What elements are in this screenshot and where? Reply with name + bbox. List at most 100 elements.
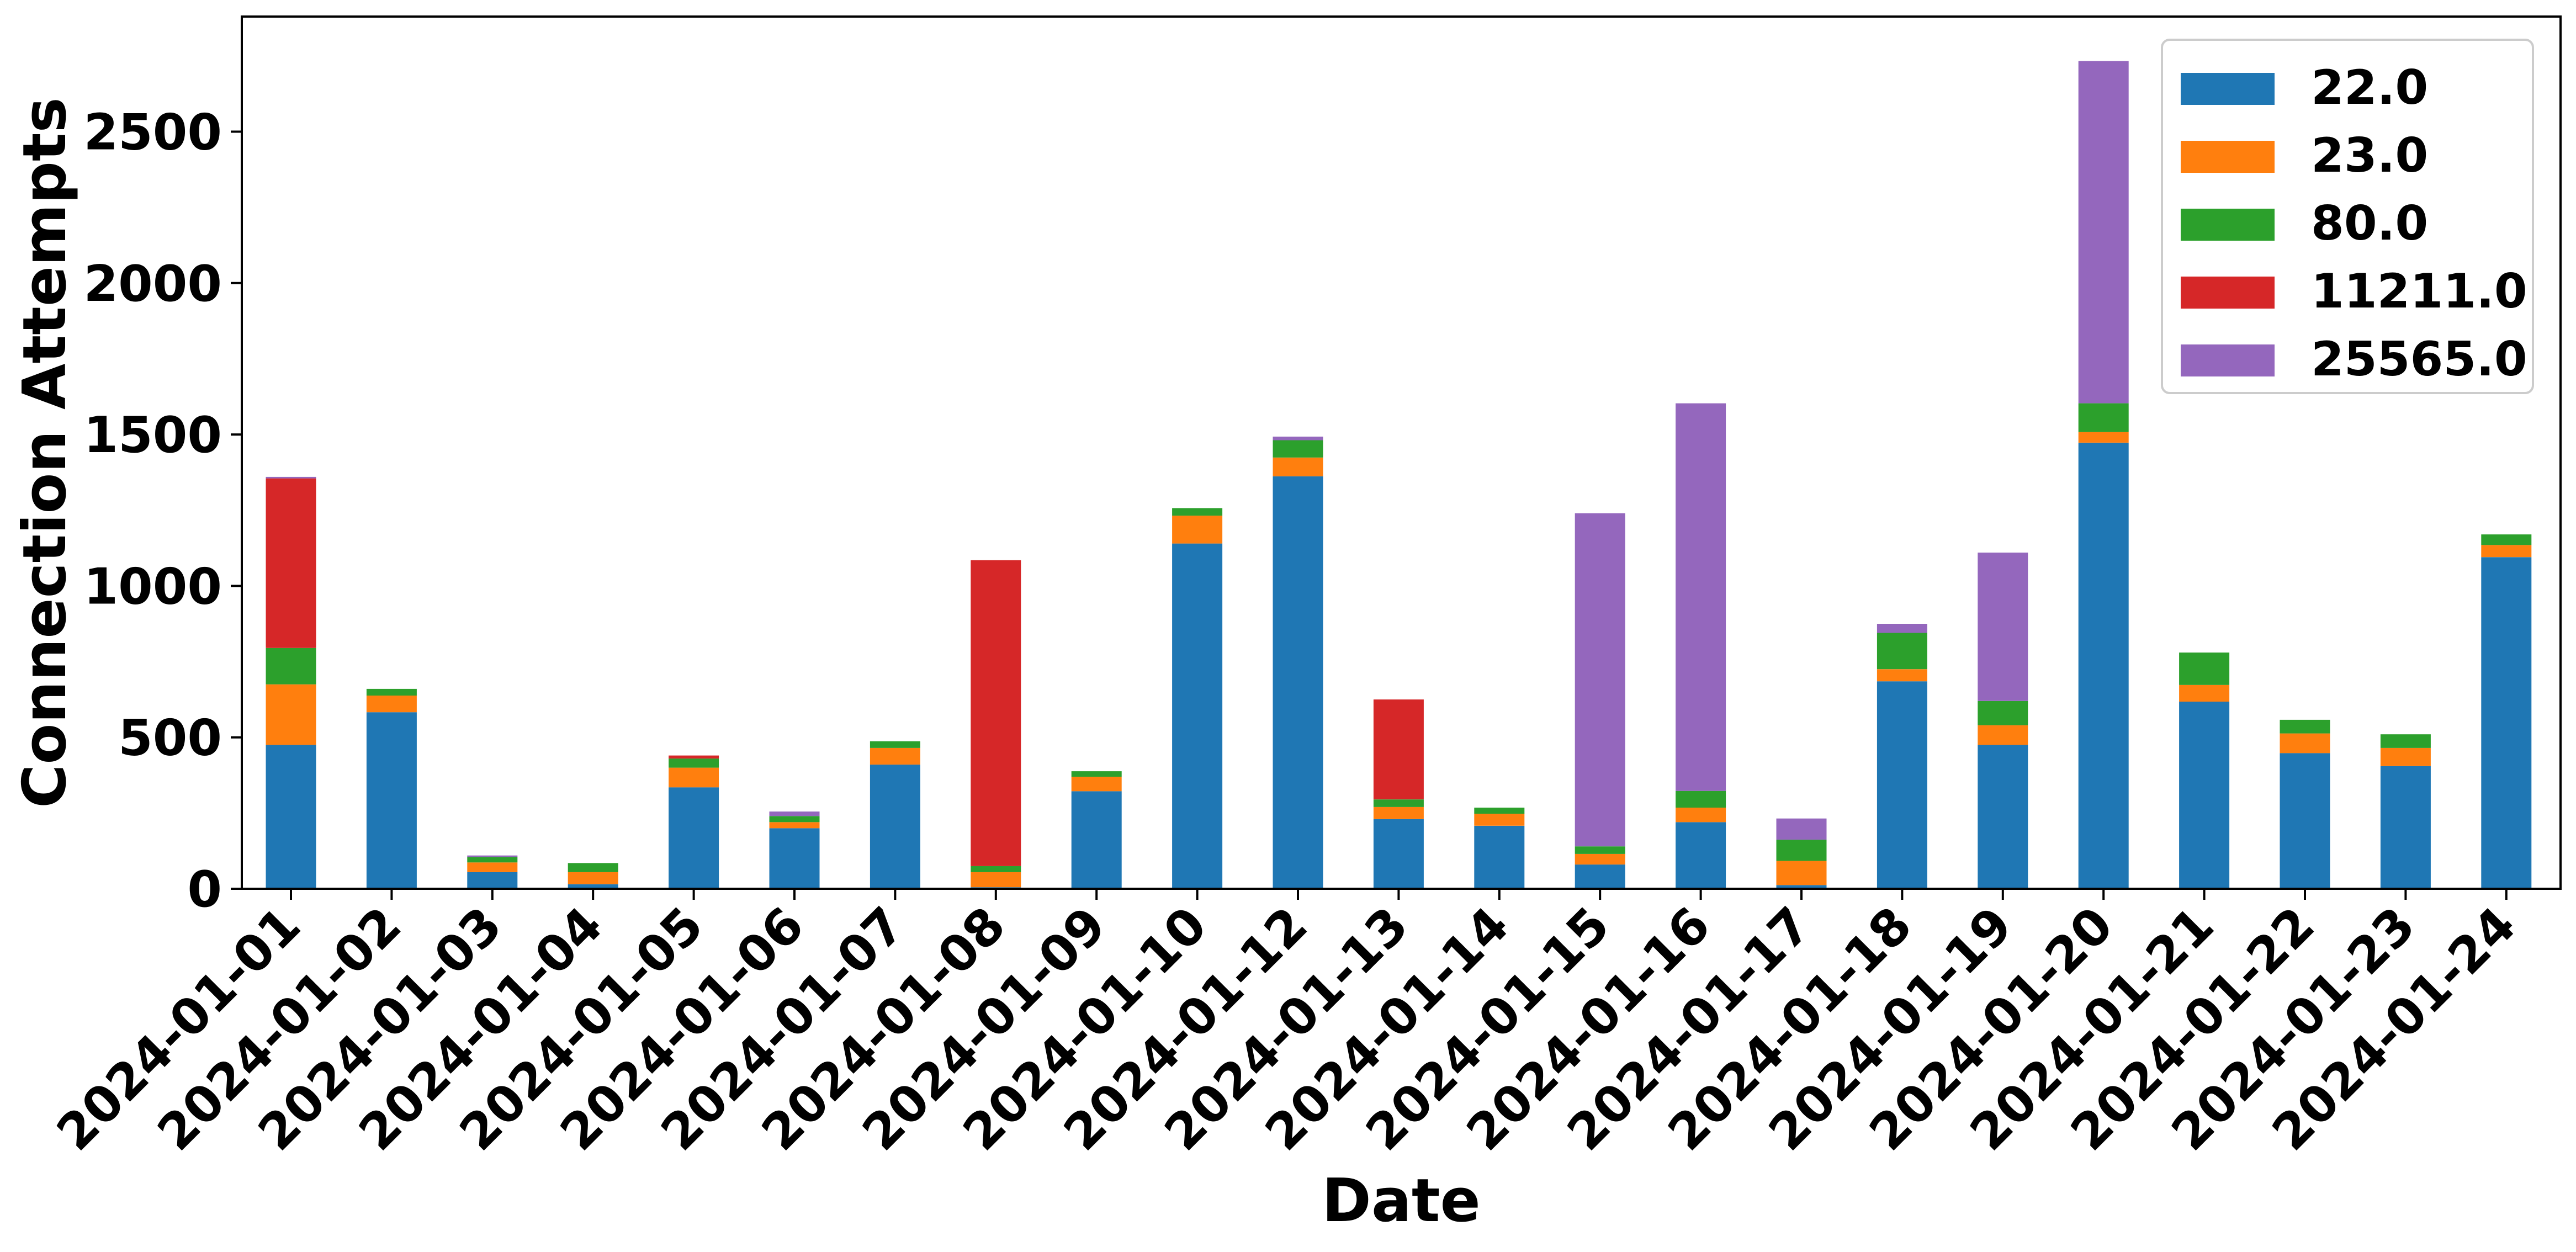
bar-segment-2024-01-03-series-4 [467, 855, 518, 857]
plot-frame [241, 15, 2562, 890]
bar-segment-2024-01-19-series-4 [1978, 553, 2028, 701]
legend-label: 80.0 [2311, 196, 2428, 251]
bar-segment-2024-01-02-series-0 [366, 712, 417, 889]
bar-segment-2024-01-15-series-1 [1575, 853, 1625, 865]
bar-segment-2024-01-16-series-0 [1676, 822, 1726, 889]
bar-segment-2024-01-21-series-1 [2179, 685, 2230, 702]
bar-segment-2024-01-07-series-0 [870, 765, 920, 889]
bar-segment-2024-01-08-series-2 [971, 866, 1021, 872]
bar-segment-2024-01-07-series-1 [870, 747, 920, 765]
bar-segment-2024-01-01-series-3 [266, 478, 316, 648]
legend: 22.0 23.0 80.0 11211.0 25565.0 [2161, 39, 2534, 394]
bar-segment-2024-01-05-series-1 [669, 767, 719, 788]
y-tick-label: 1000 [84, 558, 222, 616]
bar-segment-2024-01-19-series-1 [1978, 725, 2028, 745]
bar-segment-2024-01-09-series-2 [1071, 771, 1122, 777]
bars-layer [266, 61, 2532, 889]
legend-swatch [2181, 277, 2275, 309]
bar-segment-2024-01-15-series-4 [1575, 513, 1625, 847]
bar-segment-2024-01-07-series-2 [870, 741, 920, 748]
bar-segment-2024-01-12-series-0 [1273, 476, 1323, 889]
bar-segment-2024-01-24-series-2 [2481, 534, 2532, 545]
bar-segment-2024-01-05-series-0 [669, 787, 719, 889]
legend-label: 11211.0 [2311, 264, 2527, 319]
legend-label: 23.0 [2311, 128, 2428, 183]
bar-segment-2024-01-13-series-2 [1373, 799, 1424, 807]
legend-swatch [2181, 73, 2275, 105]
legend-swatch [2181, 209, 2275, 241]
bar-segment-2024-01-19-series-0 [1978, 745, 2028, 889]
bar-segment-2024-01-06-series-2 [769, 816, 820, 823]
bar-segment-2024-01-02-series-2 [366, 688, 417, 696]
bar-segment-2024-01-19-series-2 [1978, 701, 2028, 725]
bar-segment-2024-01-09-series-1 [1071, 777, 1122, 792]
bar-segment-2024-01-15-series-2 [1575, 846, 1625, 854]
bar-segment-2024-01-20-series-0 [2078, 442, 2129, 889]
bar-segment-2024-01-10-series-1 [1172, 516, 1223, 544]
bar-segment-2024-01-15-series-0 [1575, 864, 1625, 889]
bar-segment-2024-01-20-series-4 [2078, 61, 2129, 404]
bar-segment-2024-01-18-series-1 [1877, 669, 1927, 682]
bar-segment-2024-01-10-series-2 [1172, 508, 1223, 516]
bar-segment-2024-01-01-series-1 [266, 684, 316, 745]
bar-segment-2024-01-13-series-3 [1373, 699, 1424, 800]
bar-segment-2024-01-03-series-0 [467, 872, 518, 889]
bar-segment-2024-01-21-series-2 [2179, 652, 2230, 685]
bar-segment-2024-01-17-series-4 [1776, 818, 1827, 840]
bar-segment-2024-01-20-series-1 [2078, 432, 2129, 443]
bar-segment-2024-01-12-series-1 [1273, 457, 1323, 476]
y-tick-label: 2500 [84, 103, 222, 161]
x-axis-title: Date [1322, 1166, 1480, 1235]
bar-segment-2024-01-16-series-1 [1676, 808, 1726, 823]
bar-segment-2024-01-14-series-1 [1474, 813, 1525, 826]
bar-segment-2024-01-02-series-1 [366, 696, 417, 713]
bar-segment-2024-01-21-series-0 [2179, 702, 2230, 889]
bar-segment-2024-01-01-series-2 [266, 648, 316, 685]
bar-segment-2024-01-06-series-4 [769, 811, 820, 816]
bar-segment-2024-01-20-series-2 [2078, 403, 2129, 432]
y-axis: 0 500 1000 1500 2000 2500 [84, 103, 242, 919]
y-tick-label: 0 [187, 861, 222, 919]
bar-segment-2024-01-16-series-4 [1676, 403, 1726, 791]
bar-segment-2024-01-22-series-0 [2280, 753, 2330, 889]
bar-segment-2024-01-04-series-1 [568, 872, 618, 884]
bar-segment-2024-01-14-series-0 [1474, 825, 1525, 889]
bar-segment-2024-01-13-series-0 [1373, 819, 1424, 889]
bar-segment-2024-01-01-series-4 [266, 476, 316, 479]
legend-swatch [2181, 344, 2275, 376]
bar-segment-2024-01-24-series-1 [2481, 545, 2532, 558]
legend-label: 22.0 [2311, 60, 2428, 115]
legend-label: 25565.0 [2311, 332, 2527, 387]
y-tick-label: 1500 [84, 406, 222, 464]
bar-segment-2024-01-06-series-1 [769, 822, 820, 829]
bar-segment-2024-01-17-series-1 [1776, 861, 1827, 885]
bar-segment-2024-01-23-series-1 [2380, 747, 2431, 766]
bar-segment-2024-01-05-series-2 [669, 758, 719, 768]
bar-segment-2024-01-14-series-2 [1474, 808, 1525, 814]
bar-segment-2024-01-22-series-2 [2280, 719, 2330, 734]
bar-segment-2024-01-24-series-0 [2481, 557, 2532, 889]
bar-segment-2024-01-08-series-3 [971, 560, 1021, 866]
y-axis-title: Connection Attempts [10, 97, 79, 808]
bar-segment-2024-01-03-series-2 [467, 857, 518, 863]
bar-segment-2024-01-01-series-0 [266, 745, 316, 889]
bar-segment-2024-01-16-series-2 [1676, 791, 1726, 808]
bar-segment-2024-01-23-series-2 [2380, 734, 2431, 748]
bar-segment-2024-01-06-series-0 [769, 828, 820, 889]
bar-segment-2024-01-22-series-1 [2280, 733, 2330, 754]
bar-segment-2024-01-18-series-2 [1877, 633, 1927, 670]
bar-segment-2024-01-05-series-3 [669, 755, 719, 759]
bar-segment-2024-01-09-series-0 [1071, 791, 1122, 889]
y-tick-label: 500 [118, 709, 222, 767]
bar-segment-2024-01-10-series-0 [1172, 543, 1223, 889]
bar-segment-2024-01-18-series-4 [1877, 624, 1927, 633]
bar-segment-2024-01-13-series-1 [1373, 807, 1424, 819]
bar-segment-2024-01-03-series-1 [467, 862, 518, 872]
bar-segment-2024-01-08-series-1 [971, 872, 1021, 888]
y-tick-label: 2000 [84, 255, 222, 313]
bar-segment-2024-01-12-series-2 [1273, 440, 1323, 458]
bar-segment-2024-01-17-series-2 [1776, 840, 1827, 861]
bar-segment-2024-01-18-series-0 [1877, 681, 1927, 889]
legend-swatch [2181, 141, 2275, 173]
